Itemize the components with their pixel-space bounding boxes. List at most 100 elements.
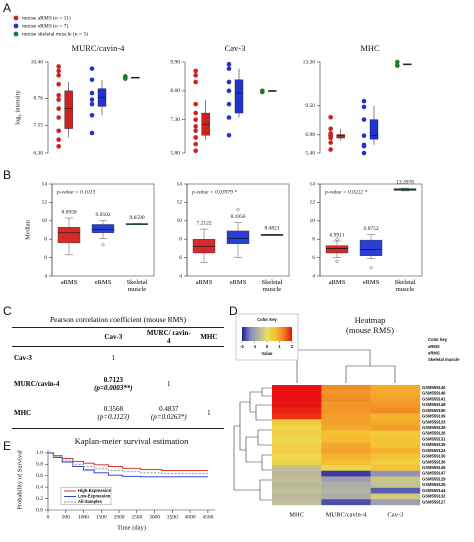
correlation-value: 0.7123 <box>103 375 123 384</box>
point <box>56 106 61 111</box>
x-tick-label: eRMS <box>229 279 247 286</box>
heatmap-cell <box>321 436 371 443</box>
median-label: 6.8752 <box>363 226 378 232</box>
p-value: p-value = 0.1013 <box>56 189 95 195</box>
heatmap-cell <box>370 487 421 494</box>
table-header: MURC/ cavin-4 <box>143 327 194 347</box>
point <box>328 140 333 145</box>
heatmap-cell <box>370 396 421 403</box>
x-tick-label: aRMS <box>60 279 78 286</box>
point <box>193 128 198 134</box>
x-tick-label: Skeletal muscle <box>261 279 283 293</box>
table-cell: 0.4837 (p=0.0263*) <box>143 398 194 429</box>
dendrograms <box>233 349 396 501</box>
legend-marker <box>13 15 19 21</box>
row-label: GSM559127 <box>422 499 446 504</box>
row-label: GSM559135 <box>422 442 446 447</box>
table-cell <box>194 347 224 369</box>
point <box>328 147 333 152</box>
table-cell: 1 <box>144 369 194 399</box>
heatmap-cell <box>321 419 371 426</box>
x-tick-label: 0 <box>47 514 50 520</box>
x-axis-label: Time (day) <box>117 524 146 531</box>
x-tick-label: 2000 <box>114 514 125 520</box>
point <box>89 66 95 71</box>
heatmap-cell <box>370 447 421 454</box>
color-key-label: Value <box>262 351 274 356</box>
table-corner <box>12 327 83 347</box>
heatmap-cell <box>370 442 421 449</box>
y-tick-label: 10 <box>310 218 316 224</box>
legend-label: aRMS <box>428 344 440 349</box>
point <box>226 79 232 85</box>
point <box>89 130 95 136</box>
legend-marker <box>13 31 19 37</box>
heatmap-cell <box>272 442 322 449</box>
survival-curve <box>48 452 208 474</box>
heatmap-cell <box>272 493 322 500</box>
row-label: GSM559133 <box>422 419 446 424</box>
legend-label: mouse eRMS (n = 7) <box>22 22 68 29</box>
row-label: GSM559147 <box>422 471 446 476</box>
heatmap-cell <box>272 482 322 489</box>
p-value: p-value = 0.03979 * <box>191 189 237 195</box>
x-tick-label: aRMS <box>328 279 346 286</box>
y-tick-label: 10.40 <box>31 59 44 65</box>
box <box>57 227 81 244</box>
correlation-table: Pearson correlation coefficient (mouse R… <box>12 314 224 429</box>
point <box>193 141 198 147</box>
row-label: GSM559136 <box>422 459 446 464</box>
row-label: Cav-3 <box>14 353 32 362</box>
median-label: 8.6958 <box>61 209 76 215</box>
plot-frame <box>186 183 290 277</box>
heatmap-cell <box>272 459 322 466</box>
heatmap-cell <box>321 470 371 477</box>
point <box>361 104 367 110</box>
y-tick-label: 10 <box>177 218 183 224</box>
x-tick-label: eRMS <box>362 279 380 286</box>
color-key-tick-label: -2 <box>240 344 244 349</box>
point <box>193 124 198 129</box>
plot-frame <box>51 183 155 277</box>
heatmap-cell <box>272 430 322 437</box>
y-tick-label: 8.60 <box>170 88 180 94</box>
x-tick-label: eRMS <box>94 279 112 286</box>
subplot-title: Cav-3 <box>225 43 246 53</box>
y-tick-label: 4 <box>312 273 315 279</box>
point <box>193 117 198 123</box>
heatmap-cell <box>272 465 322 471</box>
panel-label: C <box>3 304 12 318</box>
y-tick-label: 4 <box>179 273 182 279</box>
table-cell <box>194 369 224 399</box>
row-label: GSM559139 <box>422 414 446 419</box>
row-label: GSM559128 <box>422 425 446 430</box>
heatmap-cell <box>272 407 322 414</box>
y-tick-label: 14 <box>177 181 183 187</box>
point <box>226 88 232 94</box>
heatmap-cell <box>370 385 421 391</box>
point <box>56 81 61 87</box>
outlier <box>101 243 105 247</box>
legend-label: Skeletal muscle <box>428 357 460 362</box>
point <box>226 61 232 67</box>
point <box>361 133 367 139</box>
table-title: Pearson correlation coefficient (mouse R… <box>12 314 224 328</box>
legend-label: Low-Expression <box>78 494 111 499</box>
heatmap-cell <box>272 476 322 483</box>
box <box>226 230 250 244</box>
y-axis-label: Probability of Survival <box>16 450 23 510</box>
heatmap-title: Heatmap <box>355 315 386 325</box>
y-tick-label: 0.2 <box>36 496 43 502</box>
legend-marker <box>13 23 19 29</box>
row-label: GSM559125 <box>422 482 446 487</box>
subplot-title: MURC/cavin-4 <box>72 43 126 53</box>
heatmap-cell <box>272 419 322 426</box>
survival-curve <box>48 452 208 478</box>
legend-label: All-Samples <box>78 499 103 504</box>
box <box>369 119 379 140</box>
median-label: 8.4821 <box>264 226 279 232</box>
row-label: GSM559150 <box>422 408 446 413</box>
panel-label: D <box>229 304 238 318</box>
row-label: MHC <box>12 398 83 429</box>
